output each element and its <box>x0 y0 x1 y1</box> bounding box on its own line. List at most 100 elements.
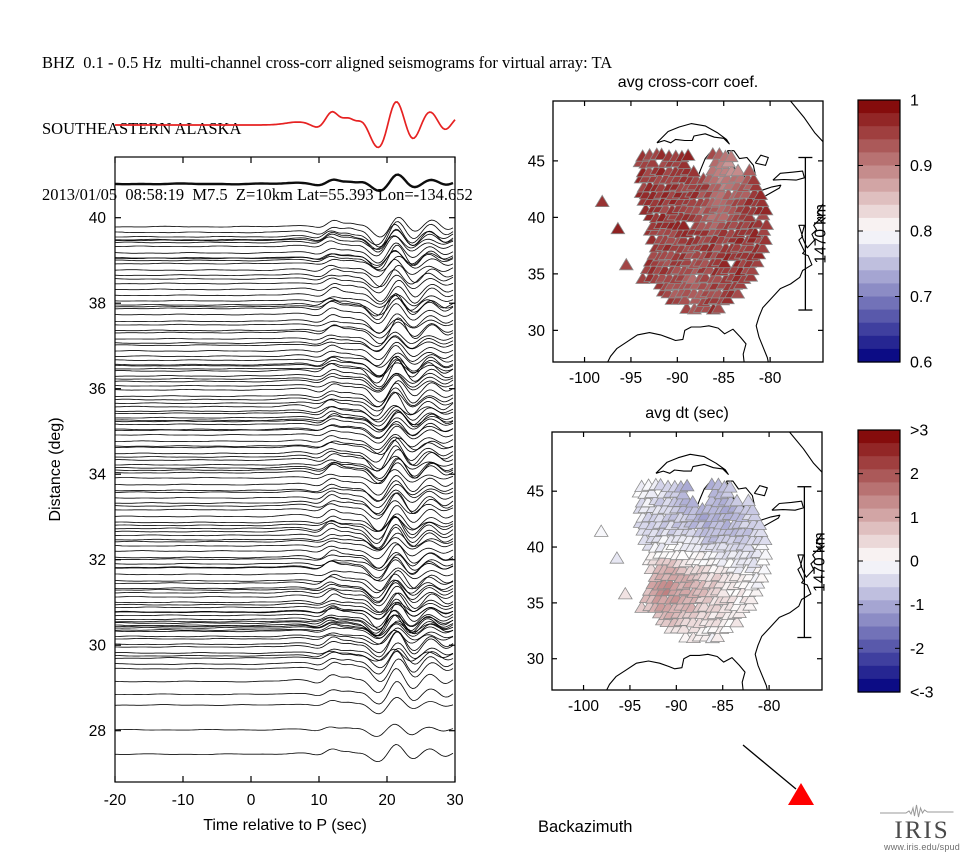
station-triangle <box>686 164 702 178</box>
coastline <box>655 453 729 475</box>
station-triangle <box>722 480 738 493</box>
seismogram-trace <box>115 374 454 393</box>
seismogram-trace <box>115 668 454 693</box>
seismogram-trace <box>115 331 454 348</box>
seismogram-trace <box>115 392 454 412</box>
seismogram-trace <box>115 259 454 278</box>
map-y-tick-label: 40 <box>528 210 546 227</box>
seismogram-trace <box>115 382 454 408</box>
seismogram-trace <box>115 410 454 431</box>
seismogram-trace <box>115 224 454 246</box>
y-tick-label: 38 <box>89 296 106 313</box>
coastline <box>772 170 805 181</box>
station-triangle <box>754 569 770 583</box>
station-triangle <box>729 614 745 628</box>
map-x-tick-label: -100 <box>568 698 599 715</box>
map-y-tick-label: 45 <box>527 484 544 501</box>
colorbar-step <box>858 152 900 167</box>
seismogram-trace <box>115 484 454 502</box>
station-triangle <box>745 502 761 515</box>
colorbar-step <box>858 335 900 350</box>
station-triangle <box>617 586 633 600</box>
seismogram-trace <box>115 592 454 613</box>
backazimuth-label: Backazimuth to quake: 314 <box>538 760 643 868</box>
colorbar-step <box>858 443 900 457</box>
map-x-tick-label: -85 <box>712 698 734 715</box>
station-triangle <box>677 292 693 305</box>
map-x-tick-label: -100 <box>569 370 600 387</box>
seismogram-trace <box>115 523 454 549</box>
seismogram-trace <box>115 387 454 408</box>
seismogram-trace <box>115 373 454 392</box>
map-x-tick-label: -90 <box>665 698 688 715</box>
station-triangle <box>674 561 690 574</box>
header-line3: 2013/01/05 08:58:19 M7.5 Z=10km Lat=55.3… <box>42 185 473 204</box>
station-triangle <box>740 493 756 506</box>
seismogram-trace <box>115 344 454 367</box>
map-avg-dt: -100 -95 -90 -85 -80 30 35 40 45 avg dt (sec) 1470… <box>527 405 829 715</box>
coastline <box>607 325 747 362</box>
colorbar-step <box>858 639 900 654</box>
seismogram-trace <box>115 544 454 569</box>
seismogram-trace <box>115 455 454 472</box>
squiggle-path <box>880 804 954 818</box>
y-tick-label: 40 <box>89 210 107 227</box>
seismogram-trace <box>115 500 454 520</box>
station-triangle <box>752 517 768 530</box>
quake-station-triangle-icon <box>788 783 814 805</box>
seismogram-trace <box>115 513 454 532</box>
station-triangle <box>748 178 764 191</box>
y-tick-label: 36 <box>89 381 106 398</box>
station-triangle <box>754 194 770 207</box>
seismogram-trace <box>115 601 454 616</box>
seismogram-trace <box>115 579 454 599</box>
seismogram-trace <box>115 658 454 682</box>
iris-logo-text: IRIS <box>894 817 950 844</box>
seismogram-trace <box>115 570 454 592</box>
seismogram-trace <box>115 336 454 352</box>
colorbar-step <box>858 587 900 601</box>
station-triangle <box>618 257 634 271</box>
seismogram-trace <box>115 744 454 763</box>
coastline <box>606 653 746 690</box>
colorbar-step <box>858 534 900 549</box>
station-triangle <box>747 508 763 521</box>
x-axis-label: Time relative to P (sec) <box>203 817 367 834</box>
x-tick-label: 0 <box>247 792 256 809</box>
station-triangle <box>593 524 609 537</box>
seismogram-trace <box>115 480 454 502</box>
seismogram-trace <box>115 318 454 334</box>
x-tick-label: 10 <box>310 792 328 809</box>
seismogram-trace <box>115 437 454 456</box>
colorbar-step <box>858 495 900 510</box>
seismogram-trace <box>115 317 454 345</box>
colorbar-step <box>858 217 900 232</box>
colorbar-step <box>858 652 900 667</box>
station-triangle <box>676 217 692 231</box>
colorbar-step <box>858 178 900 193</box>
colorbar-tick-label: 0.8 <box>910 224 932 241</box>
station-triangle <box>756 561 772 575</box>
seismogram-trace <box>115 356 454 384</box>
map-y-tick-label: 45 <box>528 153 545 170</box>
station-triangle <box>753 187 769 200</box>
colorbar-tick-label: <-3 <box>910 685 934 702</box>
station-triangle <box>715 584 731 598</box>
coastline <box>755 203 823 362</box>
station-triangle <box>743 591 759 605</box>
colorbar-step <box>858 521 900 536</box>
seismogram-trace <box>115 542 454 560</box>
station-triangle <box>744 262 760 276</box>
seismogram-traces <box>115 173 454 763</box>
seismogram-trace <box>115 264 454 288</box>
scale-bar-label: 1470 km <box>811 532 828 591</box>
coastline <box>771 500 804 511</box>
seismogram-trace <box>115 620 454 639</box>
station-triangle <box>685 494 701 508</box>
colorbar-step <box>858 348 900 363</box>
seismogram-trace <box>115 614 454 631</box>
seismogram-trace <box>115 526 454 551</box>
colorbar-step <box>858 613 900 628</box>
colorbar-step <box>858 561 900 575</box>
colorbar-tick-label: >3 <box>910 423 928 440</box>
